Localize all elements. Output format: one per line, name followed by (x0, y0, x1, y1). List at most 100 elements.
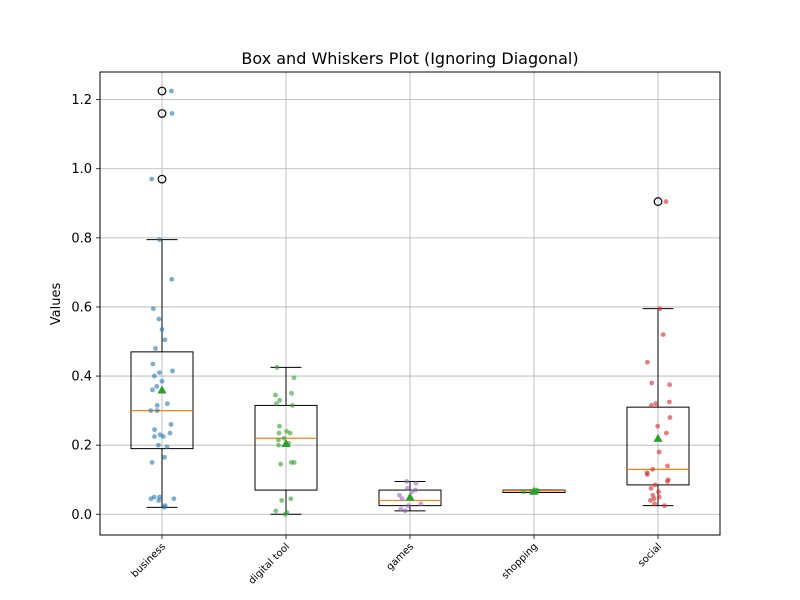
data-point (273, 392, 278, 398)
data-point (398, 506, 404, 512)
data-point (648, 403, 654, 408)
outlier-marker (157, 109, 167, 118)
data-point (405, 485, 410, 491)
data-point (652, 482, 658, 488)
x-tick-label: digital tool (247, 541, 292, 586)
data-point (520, 489, 526, 495)
data-point (149, 176, 155, 182)
data-point (666, 399, 672, 405)
point-layer (148, 88, 673, 517)
data-point (663, 430, 669, 436)
data-point (656, 489, 661, 495)
data-point (164, 401, 170, 407)
data-point (279, 498, 285, 503)
data-point (649, 380, 655, 386)
x-tick-label: social (636, 541, 664, 569)
data-point (150, 361, 156, 367)
data-point (276, 442, 282, 448)
data-point (409, 489, 415, 495)
x-tick-label: shopping (500, 541, 540, 581)
data-point (289, 390, 294, 396)
data-point (284, 428, 289, 434)
data-point (660, 332, 666, 337)
y-tick-label: 0.0 (71, 508, 92, 523)
data-point (290, 403, 295, 408)
data-point (277, 423, 282, 429)
data-point (152, 427, 157, 433)
data-point (156, 498, 162, 503)
data-point (161, 504, 167, 510)
data-point (169, 276, 175, 282)
y-tick-label: 0.8 (71, 231, 92, 246)
y-axis-label: Values (49, 283, 64, 326)
data-point (413, 480, 419, 486)
x-tick-label: games (385, 541, 417, 573)
data-point (167, 430, 173, 436)
iqr-box (130, 351, 194, 450)
data-point (413, 487, 418, 493)
data-point (157, 237, 162, 242)
y-tick-label: 0.2 (71, 439, 92, 454)
data-point (667, 382, 673, 388)
data-point (663, 199, 669, 204)
x-tick-label: business (130, 541, 169, 580)
outlier-marker (157, 174, 167, 184)
data-point (149, 460, 155, 465)
data-point (644, 472, 650, 477)
data-point (159, 327, 165, 332)
data-point (157, 370, 162, 376)
axis-layer: 0.0 0.2 0.4 0.6 0.8 1.0 1.2 business digital too… (71, 71, 721, 587)
data-point (644, 359, 650, 365)
grid-layer (100, 72, 720, 535)
data-point (160, 434, 166, 439)
data-point (162, 454, 167, 460)
data-point (278, 461, 283, 467)
data-point (662, 503, 667, 509)
data-point (287, 430, 293, 436)
data-point (152, 434, 157, 439)
data-point (171, 496, 177, 502)
data-point (151, 373, 157, 379)
mean-marker (281, 438, 291, 448)
data-point (657, 306, 663, 312)
data-point (159, 378, 165, 384)
data-point (162, 337, 168, 343)
data-point (168, 422, 174, 427)
data-point (651, 496, 657, 502)
data-point (153, 346, 158, 351)
mean-marker (653, 433, 663, 442)
chart-title: Box and Whiskers Plot (Ignoring Diagonal… (241, 49, 578, 68)
data-point (148, 496, 154, 502)
data-point (156, 442, 161, 448)
iqr-box (254, 404, 318, 491)
data-point (655, 423, 661, 429)
data-point (276, 430, 282, 436)
y-tick-label: 1.2 (71, 93, 92, 108)
data-point (405, 503, 411, 509)
data-point (150, 306, 156, 312)
data-point (274, 365, 280, 370)
outlier-marker (157, 86, 167, 96)
data-point (397, 492, 402, 498)
data-point (656, 494, 662, 500)
data-point (399, 496, 405, 502)
mean-marker (157, 385, 167, 394)
outlier-marker (653, 197, 663, 206)
data-point (288, 496, 294, 502)
y-tick-label: 0.4 (71, 370, 92, 385)
data-point (154, 408, 160, 414)
mean-marker (405, 492, 415, 501)
data-point (276, 437, 281, 443)
data-point (150, 387, 155, 393)
data-point (154, 384, 160, 389)
iqr-box (626, 406, 690, 486)
data-point (281, 435, 287, 441)
y-tick-label: 1.0 (71, 162, 92, 177)
data-point (291, 375, 297, 381)
data-point (170, 368, 175, 374)
data-point (665, 463, 670, 469)
data-point (667, 415, 673, 420)
data-point (291, 460, 297, 465)
data-point (154, 403, 160, 408)
